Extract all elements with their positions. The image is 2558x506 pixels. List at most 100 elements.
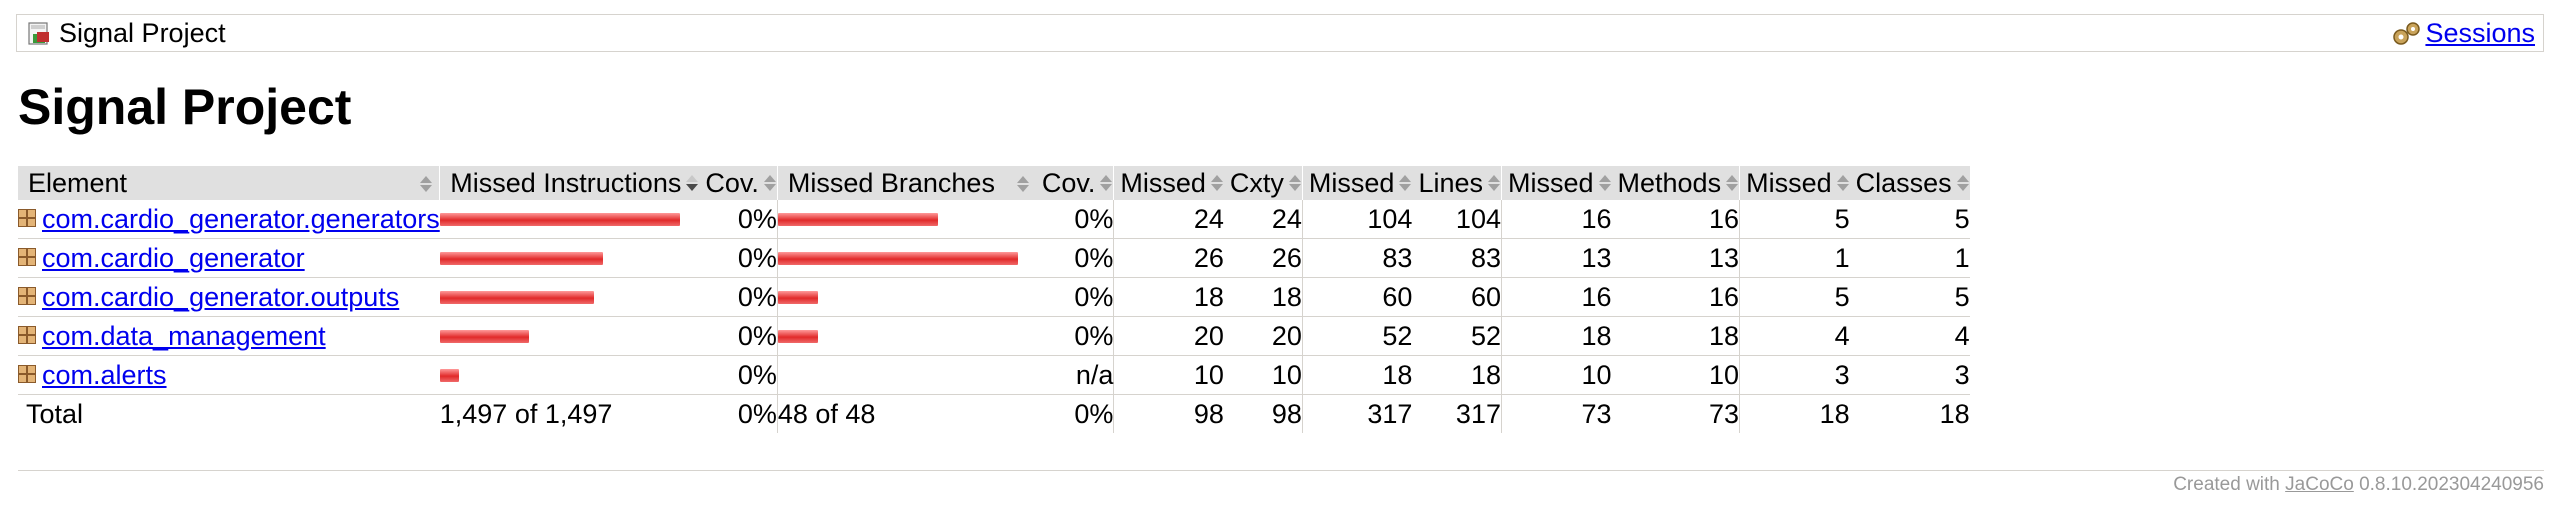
- element-cell: com.cardio_generator.generators: [18, 200, 440, 239]
- missed-classes: 5: [1739, 200, 1850, 239]
- missed-branches-bar: [777, 251, 1018, 265]
- jacoco-link[interactable]: JaCoCo: [2285, 474, 2354, 495]
- package-link[interactable]: com.cardio_generator: [42, 242, 305, 273]
- cov-instructions: 0%: [699, 355, 778, 395]
- classes: 1: [1849, 238, 1970, 278]
- cov-branches: 0%: [1035, 200, 1115, 239]
- cxty: 24: [1223, 200, 1303, 239]
- breadcrumb-title: Signal Project: [59, 18, 226, 48]
- package-link[interactable]: com.cardio_generator.outputs: [42, 281, 400, 312]
- footer-prefix: Created with: [2173, 474, 2286, 495]
- total-cov-branches: 0%: [1035, 394, 1115, 433]
- col-methods[interactable]: Methods: [1611, 166, 1740, 200]
- total-methods: 73: [1611, 394, 1741, 433]
- missed-classes: 3: [1739, 355, 1850, 395]
- footer-version: 0.8.10.202304240956: [2353, 474, 2544, 495]
- breadcrumb-current: Signal Project: [27, 18, 226, 49]
- col-classes[interactable]: Classes: [1849, 166, 1970, 200]
- coverage-table: Element Missed Instructions Cov. Missed …: [18, 166, 1970, 433]
- total-missed-methods: 73: [1581, 398, 1612, 429]
- total-classes: 18: [1939, 398, 1970, 429]
- table-row: com.cardio_generator 0% 0% 26 26 83 83 13 13 1 1: [18, 238, 1970, 278]
- sessions-link-wrap[interactable]: Sessions: [2391, 18, 2535, 49]
- cov-branches: 0%: [1035, 238, 1115, 278]
- col-cov-branches[interactable]: Cov.: [1035, 166, 1114, 200]
- col-missed-classes[interactable]: Missed: [1739, 166, 1850, 200]
- package-link[interactable]: com.data_management: [42, 320, 326, 351]
- table-row: com.alerts 0% n/a 10 10 18 18 10 10 3 3: [18, 355, 1970, 395]
- element-cell: com.cardio_generator: [18, 238, 440, 278]
- col-missed-instructions[interactable]: Missed Instructions: [439, 166, 700, 200]
- col-cov-instructions[interactable]: Cov.: [699, 166, 778, 200]
- missed-branches-bar-cell: [777, 355, 1036, 395]
- missed-classes: 4: [1739, 316, 1850, 356]
- package-icon: [18, 209, 36, 228]
- table-row: com.cardio_generator.generators 0% 0% 24 24 1…: [18, 200, 1970, 239]
- package-icon: [18, 326, 36, 345]
- sort-icon: [1836, 174, 1850, 192]
- missed-classes: 1: [1739, 238, 1850, 278]
- cov-instructions: 0%: [699, 277, 778, 317]
- cxty: 20: [1223, 316, 1303, 356]
- gears-icon: [2391, 20, 2423, 48]
- missed-lines: 52: [1302, 316, 1413, 356]
- cov-instructions: 0%: [699, 200, 778, 239]
- col-cxty[interactable]: Cxty: [1223, 166, 1303, 200]
- total-cxty: 98: [1223, 394, 1303, 433]
- sort-icon: [1398, 174, 1412, 192]
- footer-divider: [18, 470, 2544, 471]
- col-element[interactable]: Element: [18, 166, 440, 200]
- missed-instructions-bar-cell: [439, 355, 700, 395]
- col-missed-branches[interactable]: Missed Branches: [776, 166, 1036, 200]
- package-icon: [18, 287, 36, 306]
- package-link[interactable]: com.cardio_generator.generators: [42, 203, 440, 234]
- cxty: 10: [1223, 355, 1303, 395]
- missed-branches-bar: [777, 290, 818, 304]
- col-missed-lines[interactable]: Missed: [1301, 166, 1413, 200]
- missed-branches-bar-cell: [777, 200, 1036, 239]
- package-link[interactable]: com.alerts: [42, 359, 167, 390]
- col-missed-cxty[interactable]: Missed: [1113, 166, 1224, 200]
- missed-methods: 10: [1501, 355, 1612, 395]
- report-icon: [27, 21, 53, 46]
- missed-cxty: 24: [1113, 200, 1224, 239]
- breadcrumb: Signal Project Sessions: [16, 14, 2544, 52]
- missed-branches-bar: [777, 212, 938, 226]
- missed-cxty: 26: [1113, 238, 1224, 278]
- lines: 60: [1412, 277, 1502, 317]
- methods: 16: [1611, 200, 1741, 239]
- package-icon: [18, 365, 36, 384]
- sort-icon: [763, 174, 777, 192]
- missed-methods: 13: [1501, 238, 1612, 278]
- col-lines[interactable]: Lines: [1412, 166, 1502, 200]
- sort-icon: [1487, 174, 1501, 192]
- footer: Created with JaCoCo 0.8.10.202304240956: [2173, 474, 2544, 496]
- total-missed-lines: 317: [1367, 398, 1413, 429]
- element-cell: com.alerts: [18, 355, 440, 395]
- missed-methods: 18: [1501, 316, 1612, 356]
- missed-branches-bar-cell: [777, 238, 1036, 278]
- sessions-link[interactable]: Sessions: [2425, 18, 2535, 48]
- missed-classes: 5: [1739, 277, 1850, 317]
- total-missed-classes: 18: [1819, 398, 1850, 429]
- missed-instructions-bar-cell: [439, 277, 700, 317]
- cov-instructions: 0%: [699, 238, 778, 278]
- total-label: Total: [26, 398, 84, 429]
- methods: 16: [1611, 277, 1741, 317]
- sort-icon: [1956, 174, 1970, 192]
- classes: 5: [1849, 277, 1970, 317]
- cov-instructions: 0%: [699, 316, 778, 356]
- col-missed-methods[interactable]: Missed: [1500, 166, 1612, 200]
- missed-instructions-bar: [439, 329, 529, 343]
- classes: 5: [1849, 200, 1970, 239]
- missed-instructions-bar-cell: [439, 316, 700, 356]
- table-row: com.data_management 0% 0% 20 20 52 52 18 18 4 4: [18, 316, 1970, 356]
- table-row: com.cardio_generator.outputs 0% 0% 18 18 60 60…: [18, 277, 1970, 317]
- sort-icon: [1288, 174, 1302, 192]
- missed-branches-bar-cell: [777, 316, 1036, 356]
- element-cell: com.cardio_generator.outputs: [18, 277, 440, 317]
- total-branches: 48 of 48: [777, 398, 876, 429]
- cxty: 26: [1223, 238, 1303, 278]
- missed-instructions-bar-cell: [439, 200, 700, 239]
- lines: 52: [1412, 316, 1502, 356]
